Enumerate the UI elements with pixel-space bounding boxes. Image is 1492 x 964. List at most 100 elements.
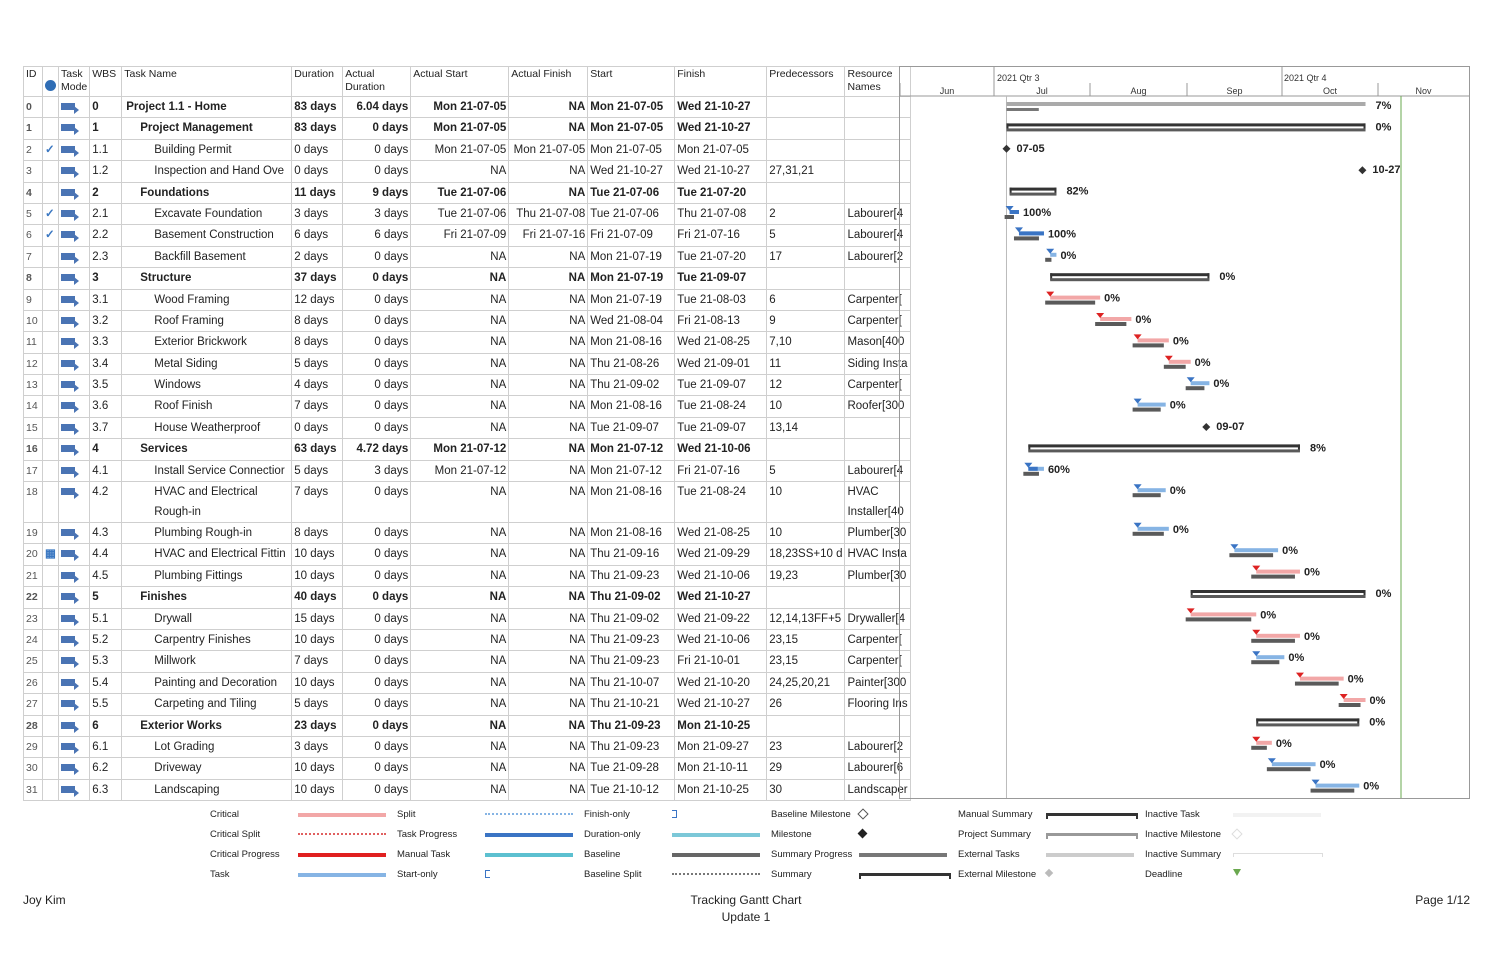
task-name[interactable]: Landscaping [121, 778, 293, 802]
task-name[interactable]: Project 1.1 - Home [121, 95, 293, 119]
indicator[interactable] [42, 522, 59, 545]
finish[interactable]: Fri 21-10-01 [674, 650, 768, 673]
start[interactable]: Wed 21-08-04 [587, 309, 676, 333]
predecessors[interactable]: 26 [766, 693, 846, 716]
task-mode-icon[interactable] [57, 438, 91, 461]
actual-duration[interactable]: 0 days [342, 288, 412, 311]
actual-finish[interactable]: NA [508, 671, 589, 695]
predecessors[interactable]: 5 [766, 459, 846, 483]
finish[interactable]: Wed 21-10-27 [674, 160, 768, 183]
actual-duration[interactable]: 0 days [342, 778, 412, 802]
predecessors[interactable]: 18,23SS+10 d [766, 543, 846, 566]
predecessors[interactable] [766, 181, 846, 204]
task-mode-icon[interactable] [57, 352, 91, 376]
task-id[interactable]: 10 [23, 309, 43, 333]
actual-finish[interactable]: NA [508, 181, 589, 204]
wbs[interactable]: 0 [89, 95, 123, 119]
start[interactable]: Mon 21-07-19 [587, 245, 676, 269]
actual-finish[interactable]: NA [508, 714, 589, 737]
actual-duration[interactable]: 0 days [342, 543, 412, 566]
task-row[interactable]: 25 5.3 Millwork 7 days 0 days NA NA Thu 21-09-2… [23, 650, 911, 673]
actual-start[interactable]: NA [410, 564, 510, 588]
actual-finish[interactable]: NA [508, 481, 589, 524]
task-name[interactable]: HVAC and Electrical Fittin [121, 543, 293, 566]
finish[interactable]: Tue 21-08-24 [674, 395, 768, 418]
predecessors[interactable] [766, 267, 846, 290]
indicator[interactable] [42, 607, 59, 630]
task-row[interactable]: 8 3 Structure 37 days 0 days NA NA Mon 21-07-19… [23, 267, 911, 290]
duration[interactable]: 10 days [291, 628, 344, 652]
actual-start[interactable]: NA [410, 352, 510, 376]
actual-finish[interactable]: NA [508, 543, 589, 566]
duration[interactable]: 63 days [291, 438, 344, 461]
start[interactable]: Thu 21-09-23 [587, 628, 676, 652]
task-id[interactable]: 30 [23, 757, 43, 780]
actual-finish[interactable]: NA [508, 374, 589, 397]
task-row[interactable]: 6 ✓ 2.2 Basement Construction 6 days 6 days Fr… [23, 224, 911, 247]
wbs[interactable]: 6 [89, 714, 123, 737]
wbs[interactable]: 6.2 [89, 757, 123, 780]
start[interactable]: Tue 21-07-06 [587, 202, 676, 226]
predecessors[interactable]: 10 [766, 481, 846, 524]
col-start[interactable]: Start [587, 66, 676, 97]
wbs[interactable]: 4.5 [89, 564, 123, 588]
actual-start[interactable]: Mon 21-07-05 [410, 117, 510, 140]
actual-start[interactable]: NA [410, 481, 510, 524]
indicator[interactable] [42, 671, 59, 695]
task-name[interactable]: Roof Finish [121, 395, 293, 418]
actual-finish[interactable]: NA [508, 735, 589, 759]
duration[interactable]: 8 days [291, 309, 344, 333]
actual-duration[interactable]: 0 days [342, 138, 412, 162]
actual-start[interactable]: NA [410, 309, 510, 333]
resource-names[interactable]: Carpenter[ [844, 650, 911, 673]
actual-start[interactable]: NA [410, 586, 510, 609]
task-id[interactable]: 29 [23, 735, 43, 759]
predecessors[interactable]: 7,10 [766, 331, 846, 354]
task-name[interactable]: Millwork [121, 650, 293, 673]
finish[interactable]: Fri 21-07-16 [674, 224, 768, 247]
wbs[interactable]: 4.4 [89, 543, 123, 566]
task-name[interactable]: Install Service Connectior [121, 459, 293, 483]
actual-start[interactable]: Tue 21-07-06 [410, 202, 510, 226]
finish[interactable]: Tue 21-08-24 [674, 481, 768, 524]
indicator[interactable] [42, 288, 59, 311]
task-id[interactable]: 22 [23, 586, 43, 609]
actual-finish[interactable]: NA [508, 416, 589, 440]
task-mode-icon[interactable] [57, 650, 91, 673]
task-mode-icon[interactable] [57, 693, 91, 716]
actual-start[interactable]: NA [410, 671, 510, 695]
task-name[interactable]: Basement Construction [121, 224, 293, 247]
start[interactable]: Thu 21-09-02 [587, 374, 676, 397]
task-mode-icon[interactable] [57, 735, 91, 759]
actual-start[interactable]: NA [410, 757, 510, 780]
actual-duration[interactable]: 6.04 days [342, 95, 412, 119]
task-name[interactable]: Carpentry Finishes [121, 628, 293, 652]
actual-finish[interactable]: NA [508, 459, 589, 483]
finish[interactable]: Tue 21-09-07 [674, 267, 768, 290]
task-row[interactable]: 5 ✓ 2.1 Excavate Foundation 3 days 3 days Tue … [23, 202, 911, 226]
finish[interactable]: Wed 21-08-25 [674, 522, 768, 545]
indicator[interactable] [42, 586, 59, 609]
task-row[interactable]: 1 1 Project Management 83 days 0 days Mon 21-… [23, 117, 911, 140]
col-predecessors[interactable]: Predecessors [766, 66, 846, 97]
col-wbs[interactable]: WBS [89, 66, 123, 97]
wbs[interactable]: 2.1 [89, 202, 123, 226]
actual-start[interactable]: NA [410, 607, 510, 630]
finish[interactable]: Wed 21-10-27 [674, 95, 768, 119]
task-id[interactable]: 2 [23, 138, 43, 162]
task-row[interactable]: 19 4.3 Plumbing Rough-in 8 days 0 days NA NA Mo… [23, 522, 911, 545]
actual-duration[interactable]: 0 days [342, 160, 412, 183]
indicator[interactable] [42, 416, 59, 440]
actual-finish[interactable]: NA [508, 628, 589, 652]
finish[interactable]: Wed 21-08-25 [674, 331, 768, 354]
col-actual-duration[interactable]: Actual Duration [342, 66, 412, 97]
duration[interactable]: 37 days [291, 267, 344, 290]
finish[interactable]: Wed 21-10-27 [674, 117, 768, 140]
actual-duration[interactable]: 0 days [342, 481, 412, 524]
finish[interactable]: Tue 21-07-20 [674, 181, 768, 204]
wbs[interactable]: 6.3 [89, 778, 123, 802]
duration[interactable]: 6 days [291, 224, 344, 247]
task-mode-icon[interactable] [57, 374, 91, 397]
wbs[interactable]: 3.6 [89, 395, 123, 418]
finish[interactable]: Wed 21-09-29 [674, 543, 768, 566]
